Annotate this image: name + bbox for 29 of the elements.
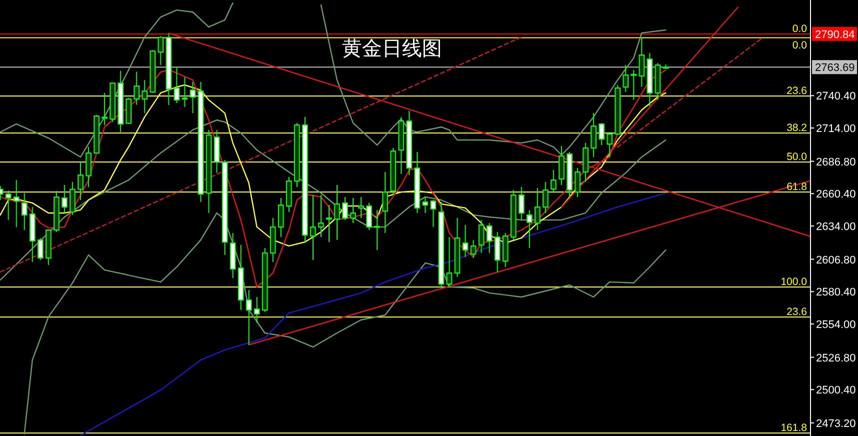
y-tick-label: 2714.00 xyxy=(816,122,856,135)
line-series xyxy=(0,119,666,281)
y-tick-label: 2660.40 xyxy=(816,188,856,201)
annotation: 0.0 xyxy=(792,22,808,35)
annotation: 23.6 xyxy=(786,306,808,318)
line-series xyxy=(24,212,666,435)
annotation: 0.0 xyxy=(792,40,808,52)
line-series xyxy=(320,4,666,156)
y-tick-label: 2500.40 xyxy=(816,384,856,397)
y-tick-label: 2473.20 xyxy=(816,418,856,430)
y-tick-label: 2686.80 xyxy=(816,156,856,168)
line-series xyxy=(0,2,234,158)
annotation: 100.0 xyxy=(780,276,808,288)
annotation: 50.0 xyxy=(786,151,808,164)
annotation: 38.2 xyxy=(786,122,808,134)
y-tick-label: 2526.80 xyxy=(816,352,856,364)
y-tick-label: 2740.40 xyxy=(816,90,856,103)
y-tick-label: 2634.00 xyxy=(816,220,856,233)
y-tick-label: 2580.40 xyxy=(816,286,856,299)
ref-line-label: 2763.69 xyxy=(815,62,855,74)
line-series xyxy=(80,192,666,436)
annotation: 23.6 xyxy=(786,85,808,98)
annotation: 161.8 xyxy=(780,422,808,434)
y-tick-label: 2606.80 xyxy=(816,254,856,266)
text: 黄金日线图 xyxy=(342,38,442,60)
line-series xyxy=(0,84,666,247)
y-tick-label: 2554.00 xyxy=(816,318,856,331)
annotation: 61.8 xyxy=(786,181,808,194)
ref-line-label: 2790.84 xyxy=(815,28,855,41)
